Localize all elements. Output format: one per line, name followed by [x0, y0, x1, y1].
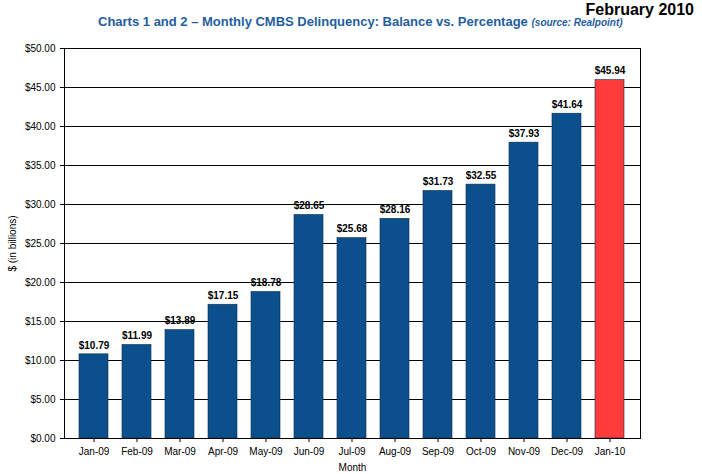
svg-text:Mar-09: Mar-09: [164, 446, 196, 457]
svg-text:$41.64: $41.64: [552, 99, 583, 110]
svg-text:Feb-09: Feb-09: [121, 446, 153, 457]
svg-text:$28.65: $28.65: [294, 200, 325, 211]
svg-text:$18.78: $18.78: [251, 277, 282, 288]
svg-text:$10.79: $10.79: [79, 340, 110, 351]
svg-text:$28.16: $28.16: [380, 204, 411, 215]
svg-text:Jun-09: Jun-09: [294, 446, 325, 457]
svg-text:Dec-09: Dec-09: [551, 446, 584, 457]
svg-text:$25.00: $25.00: [25, 238, 56, 249]
svg-text:$17.15: $17.15: [208, 290, 239, 301]
svg-text:Month: Month: [339, 462, 367, 473]
svg-text:$45.00: $45.00: [25, 82, 56, 93]
svg-text:May-09: May-09: [249, 446, 283, 457]
svg-text:Sep-09: Sep-09: [422, 446, 455, 457]
svg-text:$11.99: $11.99: [122, 330, 152, 341]
svg-text:$5.00: $5.00: [30, 394, 55, 405]
svg-text:Jul-09: Jul-09: [338, 446, 366, 457]
svg-text:$31.73: $31.73: [423, 176, 454, 187]
svg-text:$35.00: $35.00: [25, 160, 56, 171]
svg-text:$0.00: $0.00: [30, 433, 55, 444]
svg-text:$37.93: $37.93: [509, 128, 540, 139]
html-text:February 2010: February 2010: [585, 1, 694, 18]
svg-text:$50.00: $50.00: [25, 43, 56, 54]
html-text:Charts 1 and 2 – Monthly CMBS: Charts 1 and 2 – Monthly CMBS Delinquenc…: [98, 14, 623, 29]
svg-text:$25.68: $25.68: [337, 223, 368, 234]
svg-text:Oct-09: Oct-09: [466, 446, 496, 457]
svg-text:$45.94: $45.94: [595, 65, 626, 76]
svg-text:$20.00: $20.00: [25, 277, 56, 288]
svg-text:Aug-09: Aug-09: [379, 446, 412, 457]
svg-text:$40.00: $40.00: [25, 121, 56, 132]
svg-text:$13.89: $13.89: [165, 315, 196, 326]
svg-text:$ (in billions): $ (in billions): [7, 215, 18, 271]
svg-text:Jan-09: Jan-09: [79, 446, 110, 457]
svg-text:$15.00: $15.00: [25, 316, 56, 327]
svg-text:Apr-09: Apr-09: [208, 446, 238, 457]
svg-text:$32.55: $32.55: [466, 170, 497, 181]
svg-text:Nov-09: Nov-09: [508, 446, 541, 457]
svg-text:$30.00: $30.00: [25, 199, 56, 210]
svg-text:Jan-10: Jan-10: [595, 446, 626, 457]
svg-text:$10.00: $10.00: [25, 355, 56, 366]
